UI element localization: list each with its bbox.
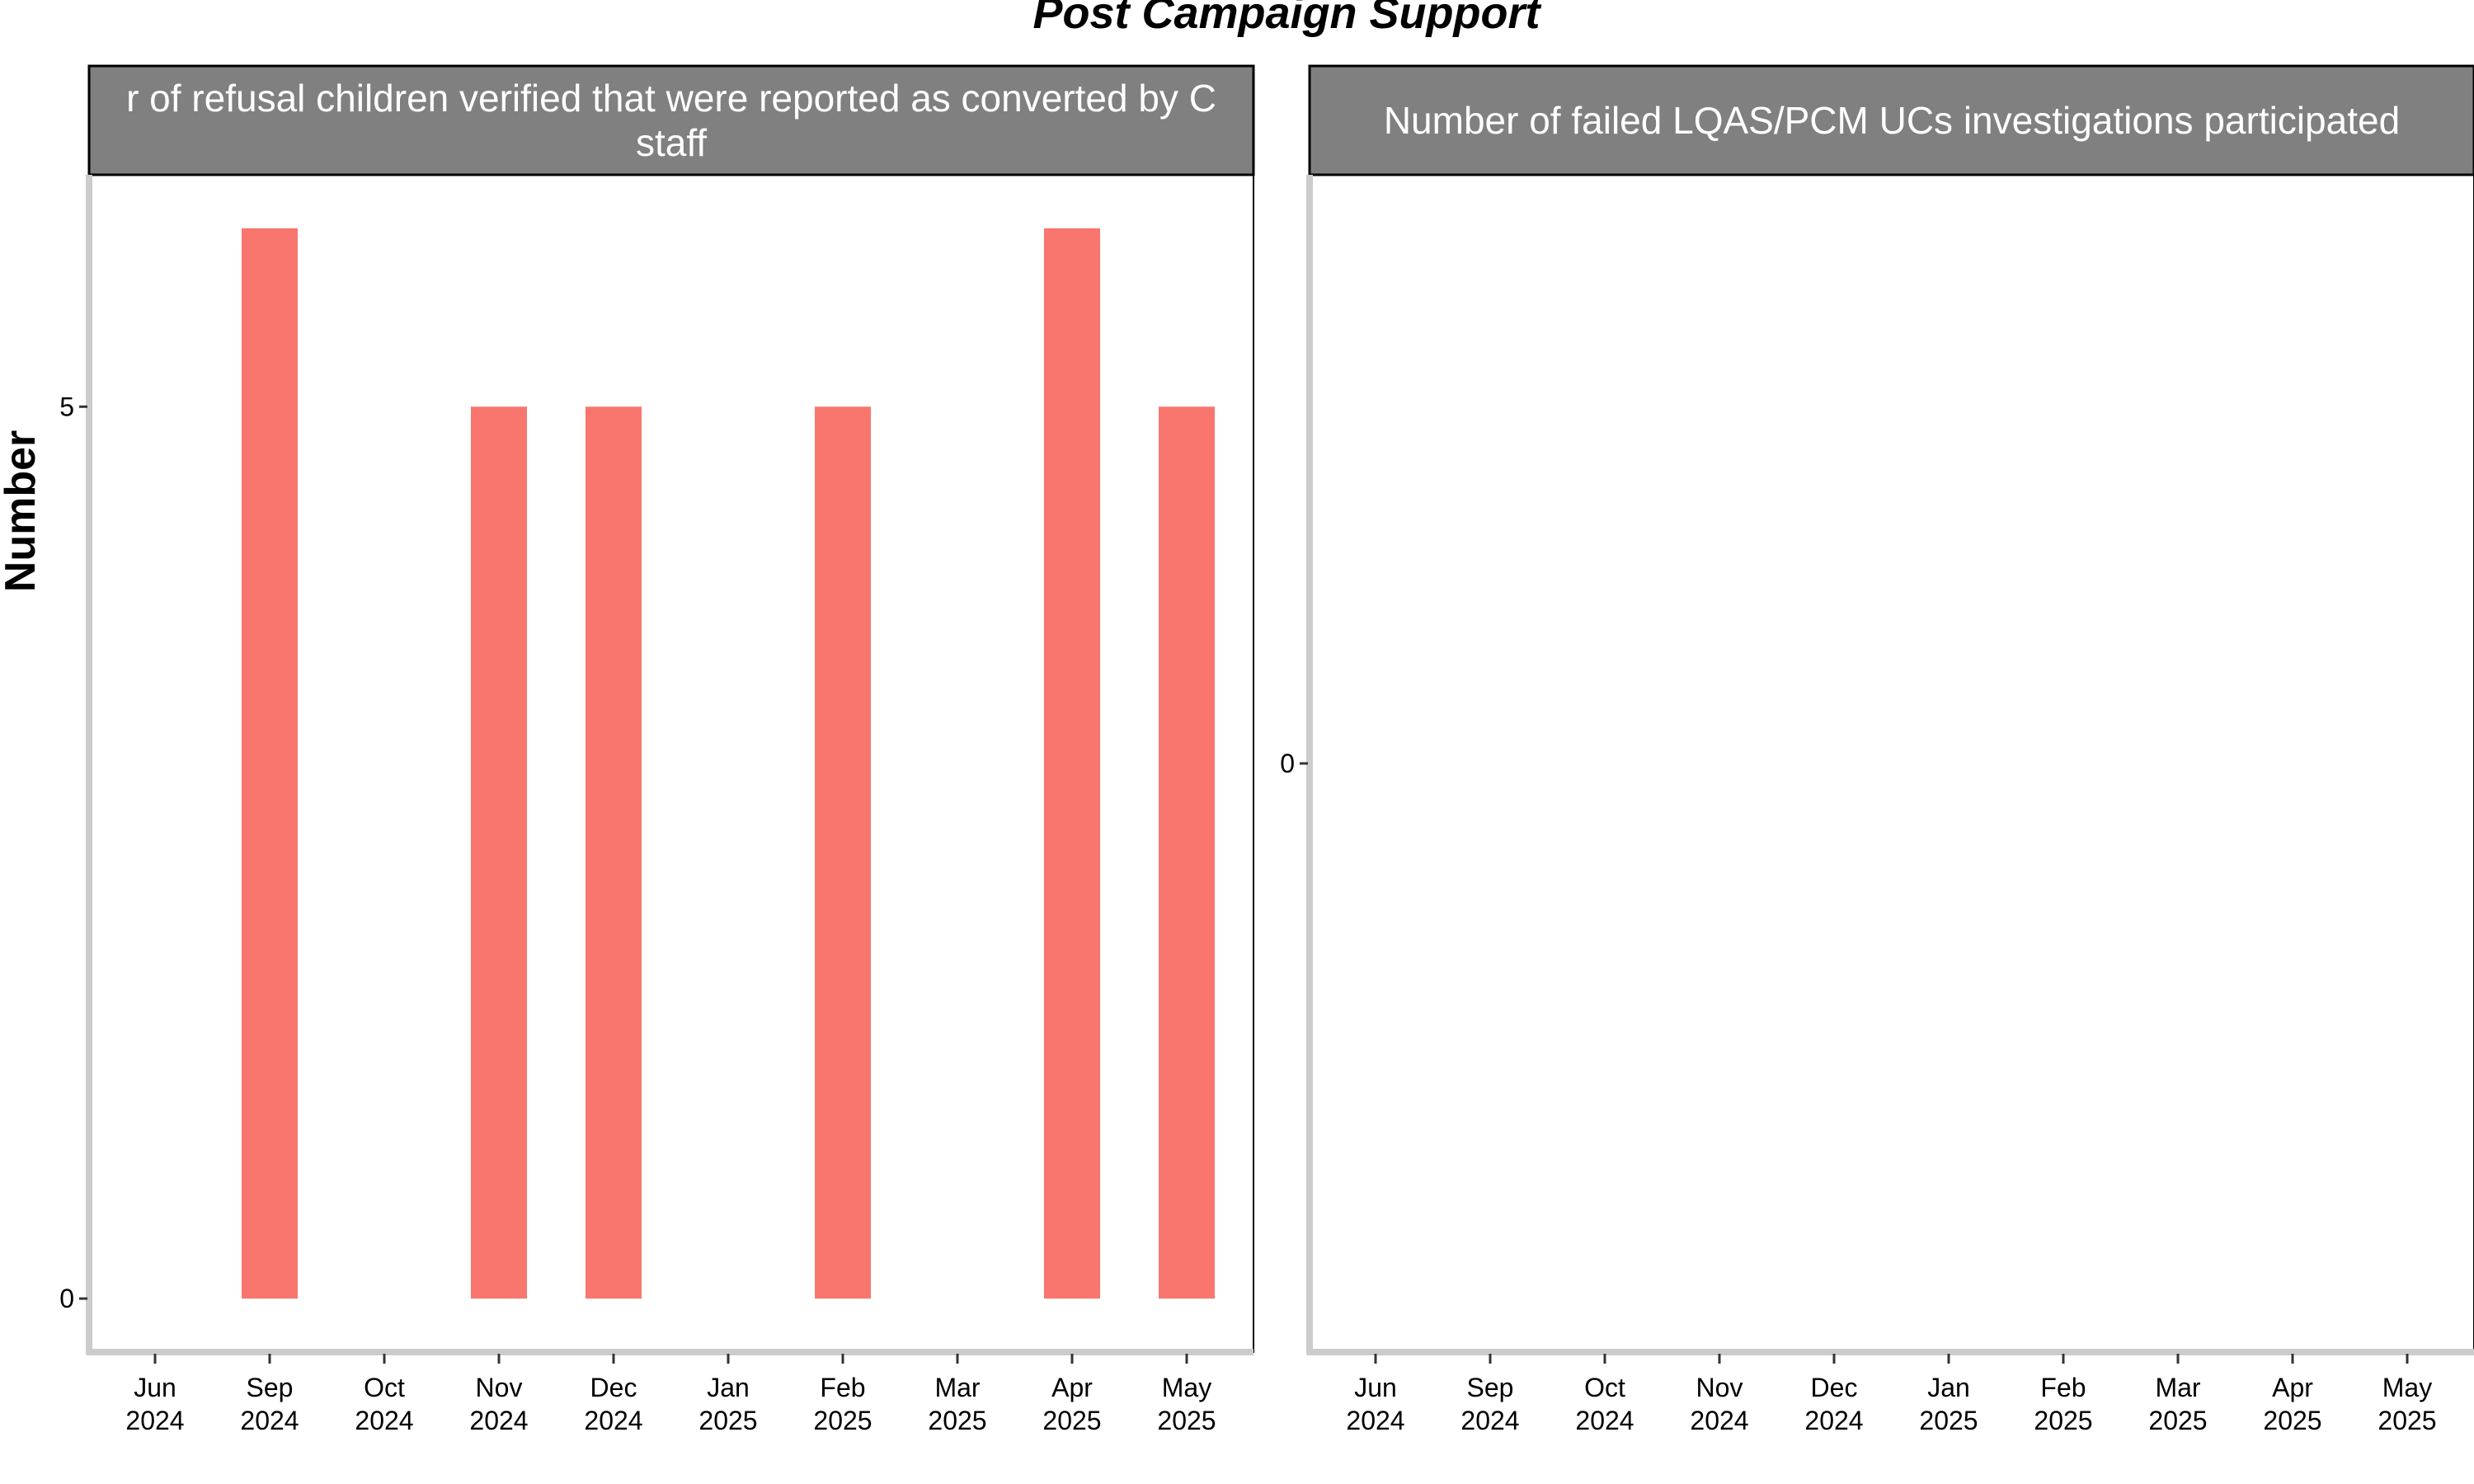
x-tick-label: Feb 2025 [2034, 1373, 2092, 1435]
x-tick-label: Dec 2024 [584, 1373, 642, 1435]
panel-strip-title: r of refusal children verified that were… [126, 77, 1216, 164]
x-tick-label: Nov 2024 [1690, 1373, 1748, 1435]
chart-title: Post Campaign Support [1032, 0, 1541, 38]
bar [586, 406, 642, 1299]
bar [1044, 228, 1100, 1299]
x-tick-label: Jan 2025 [698, 1373, 757, 1435]
y-tick-label: 0 [59, 1284, 74, 1313]
x-tick-label: Mar 2025 [928, 1373, 986, 1435]
x-tick-label: Jun 2024 [1346, 1373, 1404, 1435]
x-tick-label: Dec 2024 [1804, 1373, 1863, 1435]
panel-strip-title-line: r of refusal children verified that were… [126, 77, 1216, 120]
y-tick-label: 5 [59, 392, 74, 421]
x-tick-label: Apr 2025 [2263, 1373, 2321, 1435]
y-tick-label: 0 [1280, 749, 1295, 778]
panel-1: r of refusal children verified that were… [59, 64, 1255, 1435]
panel-strip-title-line: staff [636, 121, 707, 164]
x-tick-label: Jun 2024 [125, 1373, 184, 1435]
bar [471, 406, 527, 1299]
x-tick-label: Sep 2024 [240, 1373, 299, 1435]
x-tick-label: May 2025 [1157, 1373, 1216, 1435]
x-tick-label: Jan 2025 [1919, 1373, 1978, 1435]
x-tick-label: Oct 2024 [1575, 1373, 1634, 1435]
x-tick-label: Mar 2025 [2148, 1373, 2207, 1435]
x-tick-label: Apr 2025 [1042, 1373, 1101, 1435]
panel-strip-title-line: Number of failed LQAS/PCM UCs investigat… [1384, 99, 2400, 142]
y-axis-label: Number [0, 430, 45, 592]
x-tick-label: Oct 2024 [355, 1373, 413, 1435]
panel-strip-title: Number of failed LQAS/PCM UCs investigat… [1384, 99, 2400, 142]
bar [1159, 406, 1215, 1299]
x-tick-label: Sep 2024 [1460, 1373, 1519, 1435]
x-tick-label: May 2025 [2378, 1373, 2436, 1435]
bar [815, 406, 871, 1299]
panel-strip [87, 64, 1255, 176]
bar [242, 228, 298, 1299]
x-tick-label: Feb 2025 [813, 1373, 872, 1435]
panel-2: Number of failed LQAS/PCM UCs investigat… [1280, 64, 2474, 1435]
x-tick-label: Nov 2024 [469, 1373, 528, 1435]
